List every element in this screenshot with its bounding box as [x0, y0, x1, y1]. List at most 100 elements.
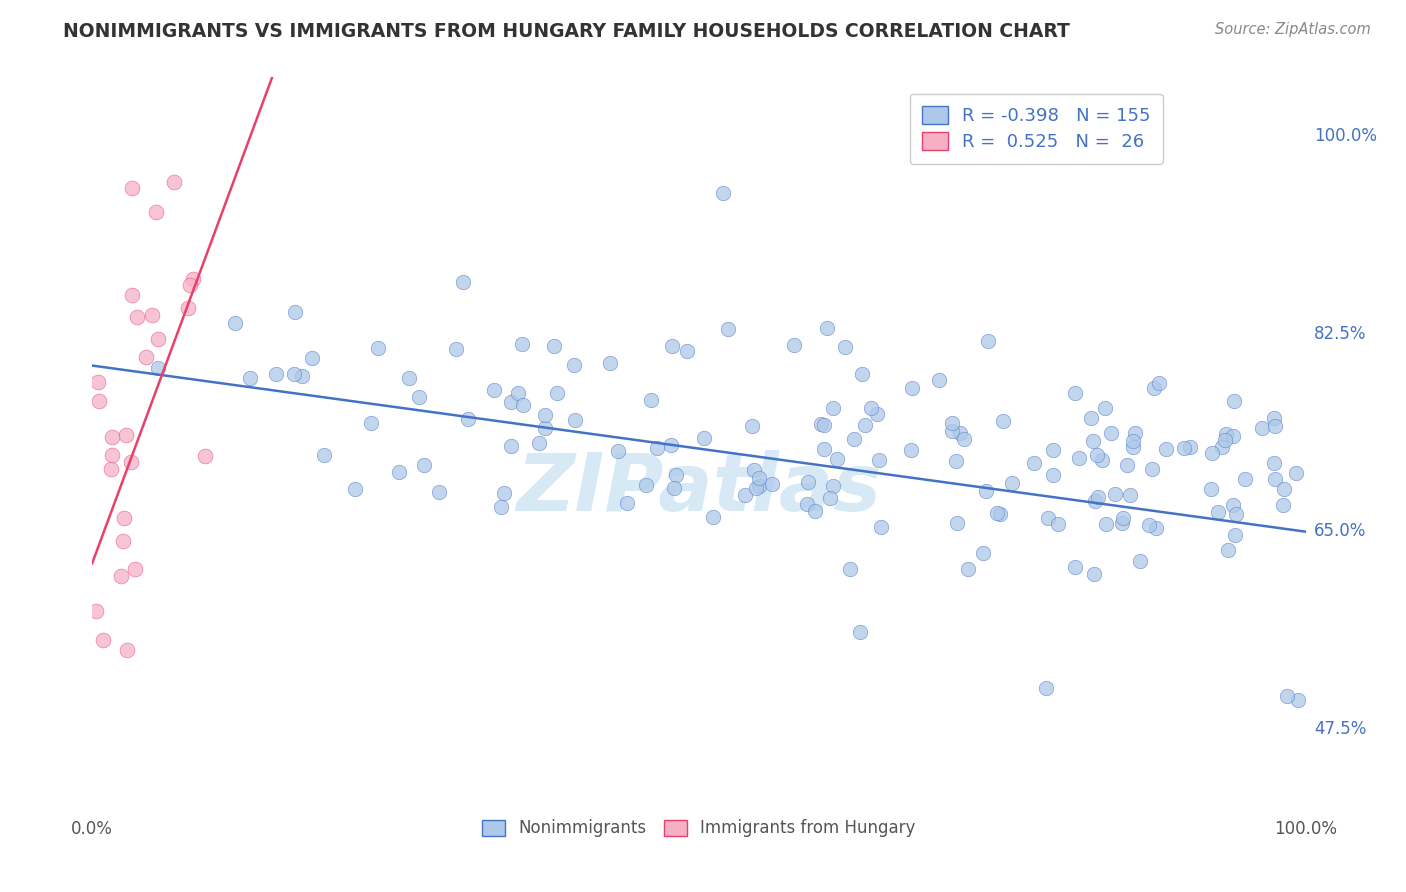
Point	[510, 337, 533, 351]
Point	[734, 488, 756, 502]
Point	[100, 429, 122, 443]
Point	[868, 453, 890, 467]
Point	[125, 310, 148, 325]
Point	[1122, 434, 1144, 449]
Point	[484, 383, 506, 397]
Point	[1042, 467, 1064, 482]
Point	[928, 373, 950, 387]
Point	[1147, 376, 1170, 390]
Point	[745, 481, 768, 495]
Point	[1036, 511, 1059, 525]
Point	[1080, 410, 1102, 425]
Point	[900, 443, 922, 458]
Point	[853, 418, 876, 433]
Point	[661, 339, 683, 353]
Point	[512, 398, 534, 412]
Point	[1046, 517, 1069, 532]
Point	[1154, 442, 1177, 456]
Point	[1094, 401, 1116, 416]
Point	[145, 205, 167, 219]
Point	[1099, 425, 1122, 440]
Point	[825, 452, 848, 467]
Point	[1024, 456, 1046, 470]
Point	[1143, 381, 1166, 395]
Point	[194, 450, 217, 464]
Point	[163, 175, 186, 189]
Point	[398, 370, 420, 384]
Point	[1233, 472, 1256, 486]
Point	[748, 471, 770, 485]
Text: NONIMMIGRANTS VS IMMIGRANTS FROM HUNGARY FAMILY HOUSEHOLDS CORRELATION CHART: NONIMMIGRANTS VS IMMIGRANTS FROM HUNGARY…	[63, 22, 1070, 41]
Point	[564, 358, 586, 372]
Point	[664, 481, 686, 495]
Point	[124, 562, 146, 576]
Point	[702, 509, 724, 524]
Point	[283, 368, 305, 382]
Point	[135, 350, 157, 364]
Point	[665, 468, 688, 483]
Point	[977, 334, 1000, 349]
Point	[1142, 461, 1164, 475]
Point	[546, 386, 568, 401]
Point	[181, 272, 204, 286]
Point	[1211, 440, 1233, 454]
Point	[344, 482, 367, 496]
Text: ZIPatlas: ZIPatlas	[516, 450, 882, 528]
Point	[408, 390, 430, 404]
Point	[264, 368, 287, 382]
Point	[844, 432, 866, 446]
Point	[946, 516, 969, 531]
Point	[533, 421, 555, 435]
Point	[1069, 451, 1091, 466]
Point	[860, 401, 883, 416]
Point	[179, 278, 201, 293]
Point	[1223, 394, 1246, 409]
Point	[388, 465, 411, 479]
Point	[616, 495, 638, 509]
Point	[640, 393, 662, 408]
Point	[494, 486, 516, 500]
Point	[1115, 458, 1137, 472]
Point	[820, 491, 842, 505]
Point	[533, 408, 555, 422]
Point	[815, 321, 838, 335]
Point	[1137, 517, 1160, 532]
Point	[1222, 429, 1244, 443]
Point	[1213, 433, 1236, 447]
Point	[1064, 560, 1087, 574]
Point	[427, 484, 450, 499]
Point	[797, 475, 820, 489]
Point	[1225, 508, 1247, 522]
Point	[111, 534, 134, 549]
Point	[849, 625, 872, 640]
Point	[1285, 466, 1308, 480]
Point	[717, 322, 740, 336]
Point	[1087, 490, 1109, 504]
Point	[114, 428, 136, 442]
Point	[821, 401, 844, 415]
Point	[1250, 421, 1272, 435]
Point	[783, 337, 806, 351]
Point	[1264, 418, 1286, 433]
Point	[1112, 510, 1135, 524]
Point	[1264, 473, 1286, 487]
Point	[953, 432, 976, 446]
Point	[146, 361, 169, 376]
Point	[453, 275, 475, 289]
Point	[761, 477, 783, 491]
Point	[529, 435, 551, 450]
Point	[284, 305, 307, 319]
Point	[1263, 410, 1285, 425]
Point	[543, 339, 565, 353]
Point	[634, 478, 657, 492]
Point	[1084, 494, 1107, 508]
Point	[991, 414, 1014, 428]
Point	[1042, 442, 1064, 457]
Point	[810, 417, 832, 431]
Point	[508, 386, 530, 401]
Point	[1001, 475, 1024, 490]
Point	[1222, 498, 1244, 512]
Point	[489, 500, 512, 515]
Point	[1201, 482, 1223, 496]
Point	[360, 416, 382, 430]
